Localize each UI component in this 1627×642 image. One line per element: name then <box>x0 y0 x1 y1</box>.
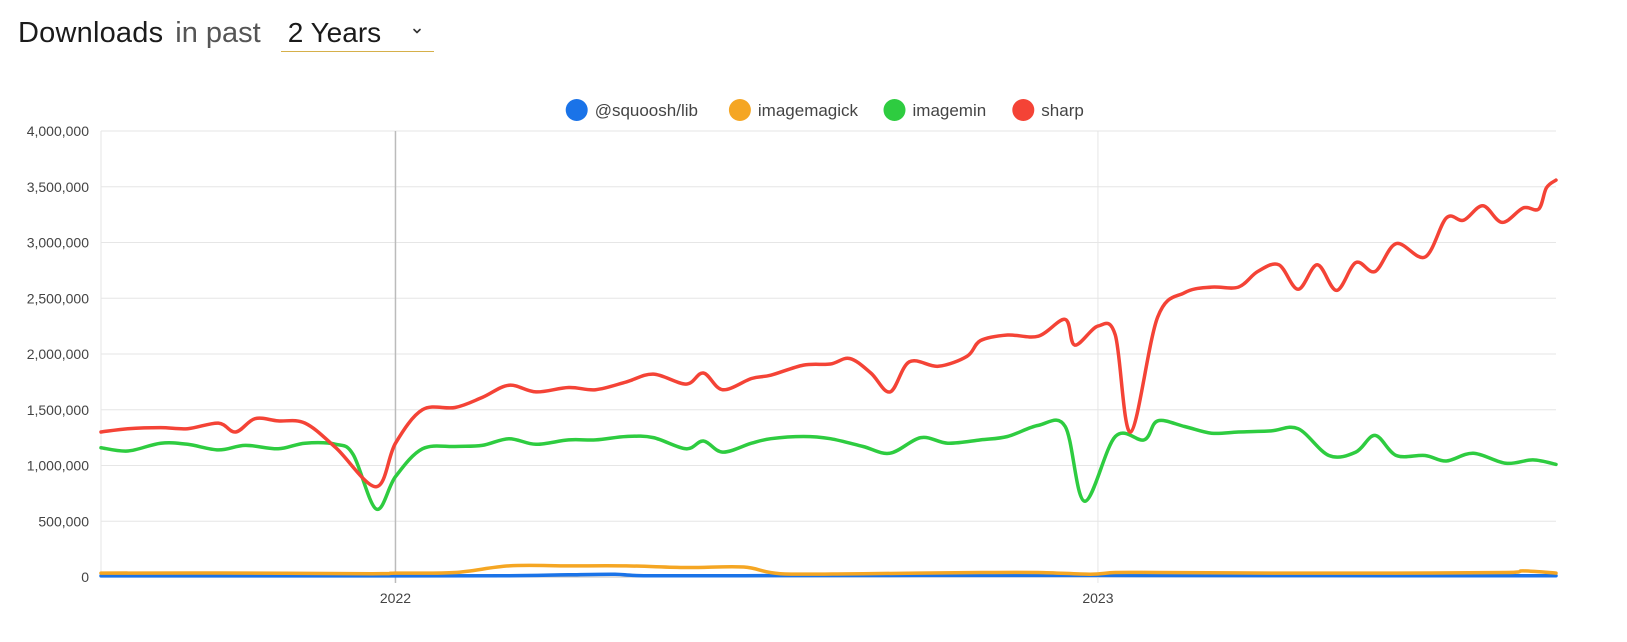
y-tick-label: 500,000 <box>38 513 89 529</box>
page-title: Downloads <box>18 16 164 49</box>
x-tick-label: 2022 <box>380 590 411 606</box>
y-tick-label: 2,500,000 <box>27 290 89 306</box>
series-line-squoosh-lib <box>99 572 1558 578</box>
series-line-imagemagick <box>99 563 1558 576</box>
legend-label: imagemin <box>913 101 987 120</box>
legend-swatch <box>1012 99 1035 121</box>
legend-label: sharp <box>1041 101 1084 120</box>
legend-swatch <box>565 99 588 121</box>
legend-swatch <box>883 99 906 121</box>
legend-item-imagemagick[interactable]: imagemagick <box>728 99 859 121</box>
legend-item-sharp[interactable]: sharp <box>1012 99 1084 121</box>
chart-header: Downloads in past 2 Years <box>18 8 434 58</box>
legend-label: imagemagick <box>758 101 859 120</box>
y-tick-label: 3,500,000 <box>27 179 89 195</box>
series-line-imagemin <box>99 418 1558 511</box>
x-tick-label: 2023 <box>1082 590 1113 606</box>
chevron-down-icon <box>412 28 421 34</box>
time-range-select[interactable]: 2 Years <box>280 14 434 52</box>
legend-item-imagemin[interactable]: imagemin <box>883 99 987 121</box>
legend-item-squoosh-lib[interactable]: @squoosh/lib <box>565 99 698 121</box>
series-line-sharp <box>99 178 1558 489</box>
y-tick-label: 3,000,000 <box>27 235 89 251</box>
legend-swatch <box>728 99 751 121</box>
y-tick-label: 1,000,000 <box>27 458 89 474</box>
y-tick-label: 2,000,000 <box>27 346 89 362</box>
y-tick-label: 0 <box>81 569 89 585</box>
time-range-value: 2 Years <box>287 16 382 48</box>
page-subtitle: in past <box>175 16 261 49</box>
legend-label: @squoosh/lib <box>595 101 698 120</box>
y-tick-label: 1,500,000 <box>27 402 89 418</box>
y-tick-label: 4,000,000 <box>27 123 89 139</box>
